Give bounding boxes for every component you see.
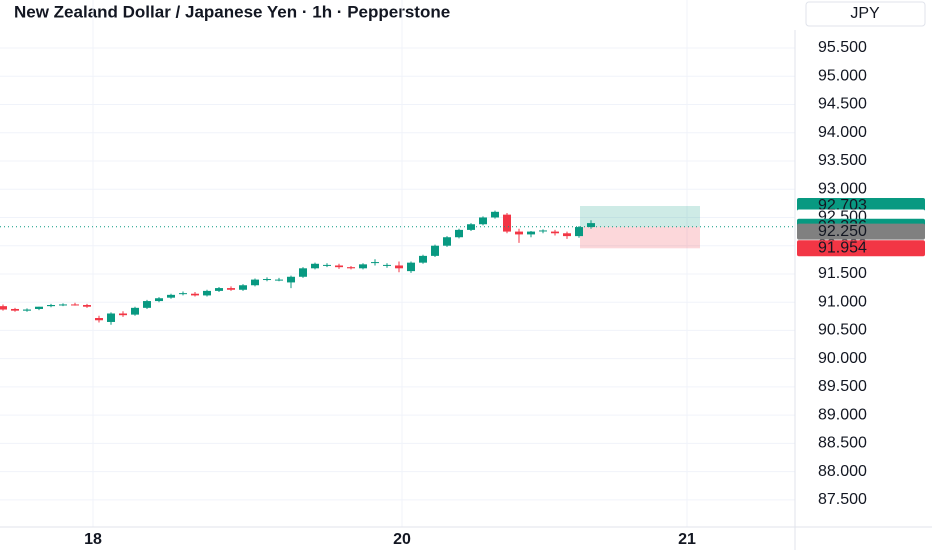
currency-button[interactable] bbox=[805, 1, 926, 27]
chart-title: New Zealand Dollar / Japanese Yen · 1h ·… bbox=[14, 2, 450, 21]
y-tick-label: 91.500 bbox=[818, 265, 867, 282]
candle-body bbox=[539, 230, 547, 232]
y-tick-label: 90.000 bbox=[818, 350, 867, 367]
candle-body bbox=[467, 224, 475, 230]
candle-body bbox=[455, 229, 463, 238]
price-label: 91.954 bbox=[818, 240, 867, 257]
y-tick-label: 94.000 bbox=[818, 124, 867, 141]
candle-body bbox=[395, 265, 403, 269]
candle-body bbox=[71, 304, 79, 306]
candle-body bbox=[167, 294, 175, 298]
y-tick-label: 88.500 bbox=[818, 435, 867, 452]
candle-body bbox=[179, 293, 187, 295]
candle-body bbox=[203, 290, 211, 296]
candle-body bbox=[107, 313, 115, 322]
position-stop-zone bbox=[580, 226, 700, 249]
candle-body bbox=[119, 313, 127, 316]
position-target-zone bbox=[580, 205, 700, 227]
price-label-box bbox=[797, 240, 925, 257]
candle-body bbox=[479, 217, 487, 225]
candle-body bbox=[251, 279, 259, 286]
candle-body bbox=[263, 279, 271, 281]
candle-body bbox=[275, 279, 283, 281]
y-tick-label: 95.500 bbox=[818, 39, 867, 56]
candle-body bbox=[83, 305, 91, 307]
candle-body bbox=[35, 306, 43, 309]
candle-body bbox=[491, 211, 499, 218]
candle-body bbox=[551, 231, 559, 234]
candle-body bbox=[563, 233, 571, 237]
candle-body bbox=[311, 263, 319, 269]
candle-body bbox=[239, 285, 247, 290]
candle-body bbox=[227, 288, 235, 290]
candle-body bbox=[0, 306, 7, 310]
candle-body bbox=[143, 301, 151, 308]
candle-body bbox=[47, 305, 55, 307]
candle-body bbox=[11, 308, 19, 311]
candle-body bbox=[155, 298, 163, 302]
candle-body bbox=[191, 293, 199, 296]
currency-label: JPY bbox=[850, 5, 880, 22]
candle-body bbox=[587, 223, 595, 228]
y-tick-label: 89.500 bbox=[818, 378, 867, 395]
y-tick-label: 90.500 bbox=[818, 322, 867, 339]
y-tick-label: 93.000 bbox=[818, 180, 867, 197]
y-tick-label: 87.500 bbox=[818, 491, 867, 508]
price-label-box bbox=[797, 223, 925, 240]
candle-body bbox=[59, 304, 67, 306]
candle-body bbox=[23, 309, 31, 311]
y-tick-label: 94.500 bbox=[818, 96, 867, 113]
candle-body bbox=[215, 288, 223, 291]
candle-body bbox=[95, 318, 103, 321]
x-tick-label: 18 bbox=[84, 531, 102, 548]
candle-body bbox=[503, 214, 511, 232]
price-label: 92.250 bbox=[818, 223, 867, 240]
y-tick-label: 95.000 bbox=[818, 67, 867, 84]
candle-body bbox=[131, 307, 139, 315]
candle-body bbox=[431, 245, 439, 256]
candle-body bbox=[359, 264, 367, 269]
candle-body bbox=[515, 231, 523, 235]
candle-body bbox=[335, 265, 343, 268]
y-tick-label: 88.000 bbox=[818, 463, 867, 480]
candle-body bbox=[371, 262, 379, 264]
candle-body bbox=[299, 268, 307, 277]
candle-body bbox=[287, 276, 295, 283]
candle-body bbox=[323, 264, 331, 266]
candle-body bbox=[347, 267, 355, 269]
candle-body bbox=[419, 255, 427, 263]
candle-body bbox=[443, 237, 451, 246]
candle-body bbox=[383, 264, 391, 266]
y-tick-label: 89.000 bbox=[818, 406, 867, 423]
x-tick-label: 20 bbox=[393, 531, 411, 548]
y-tick-label: 93.500 bbox=[818, 152, 867, 169]
x-tick-label: 21 bbox=[678, 531, 696, 548]
candle-body bbox=[575, 227, 583, 237]
candle-body bbox=[527, 231, 535, 235]
candle-body bbox=[407, 262, 415, 272]
y-tick-label: 91.000 bbox=[818, 293, 867, 310]
